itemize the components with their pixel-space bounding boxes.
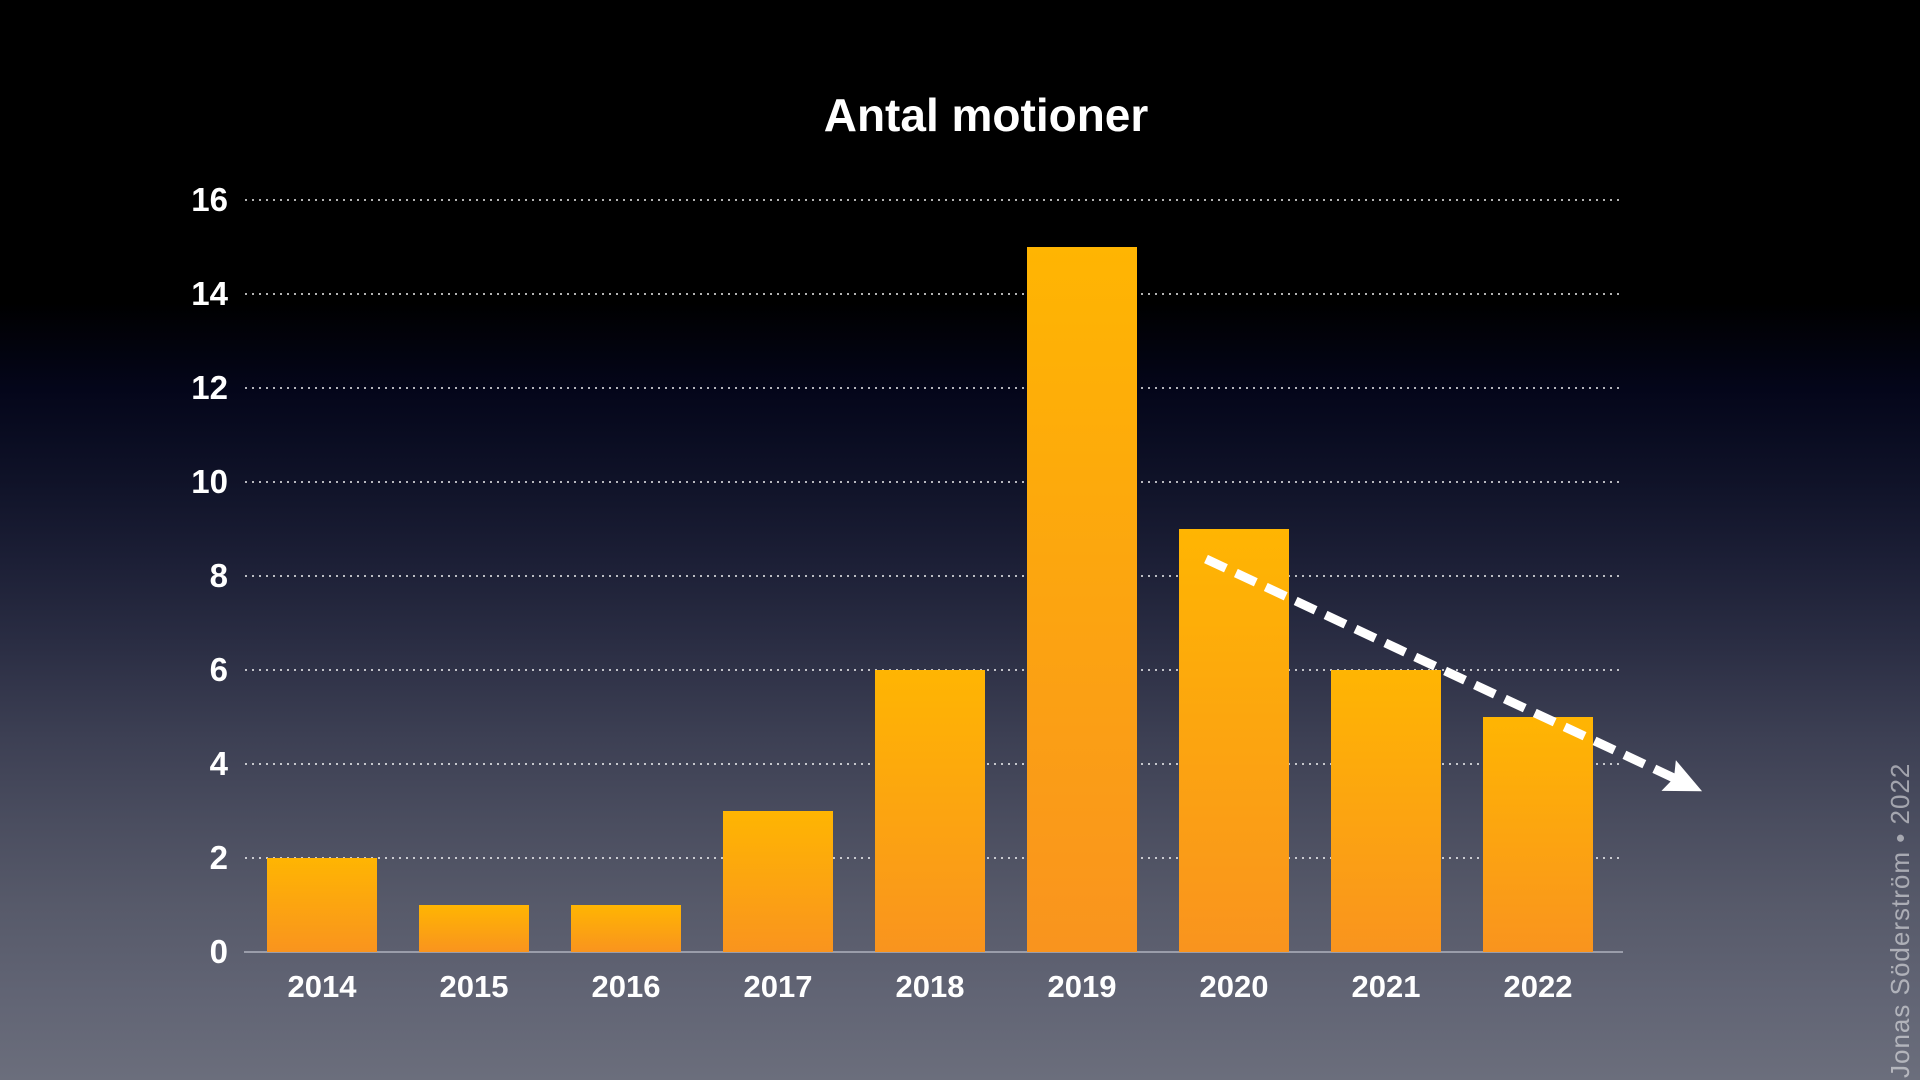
- x-axis-label-2016: 2016: [591, 969, 661, 1004]
- bar-2022: [1483, 717, 1593, 952]
- x-axis-label-2015: 2015: [439, 969, 509, 1004]
- x-axis-label-2014: 2014: [287, 969, 357, 1004]
- x-axis-line: [244, 951, 1623, 953]
- bar-2019: [1027, 247, 1137, 952]
- x-axis-label-2020: 2020: [1199, 969, 1269, 1004]
- bar-2018: [875, 670, 985, 952]
- bar-2021: [1331, 670, 1441, 952]
- bar-2016: [571, 905, 681, 952]
- y-axis-label-14: 14: [191, 275, 228, 312]
- bar-2015: [419, 905, 529, 952]
- x-axis-label-2021: 2021: [1351, 969, 1421, 1004]
- y-axis-label-2: 2: [209, 839, 228, 876]
- x-axis-label-2019: 2019: [1047, 969, 1117, 1004]
- x-axis-label-2017: 2017: [743, 969, 813, 1004]
- y-axis-label-0: 0: [209, 933, 228, 970]
- y-axis-label-16: 16: [191, 181, 228, 218]
- y-axis-label-12: 12: [191, 369, 228, 406]
- gridline-12: [245, 387, 1622, 389]
- gridline-14: [245, 293, 1622, 295]
- gridline-16: [245, 199, 1622, 201]
- gridline-10: [245, 481, 1622, 483]
- bar-2020: [1179, 529, 1289, 952]
- x-axis-label-2018: 2018: [895, 969, 965, 1004]
- bar-2014: [267, 858, 377, 952]
- chart-title: Antal motioner: [823, 89, 1149, 141]
- y-axis-label-10: 10: [191, 463, 228, 500]
- y-axis-label-6: 6: [209, 651, 228, 688]
- y-axis-label-4: 4: [209, 745, 228, 782]
- bar-2017: [723, 811, 833, 952]
- x-axis-label-2022: 2022: [1503, 969, 1573, 1004]
- gridline-8: [245, 575, 1622, 577]
- credit-text: Jonas Söderström • 2022: [1885, 762, 1915, 1078]
- y-axis-label-8: 8: [209, 557, 228, 594]
